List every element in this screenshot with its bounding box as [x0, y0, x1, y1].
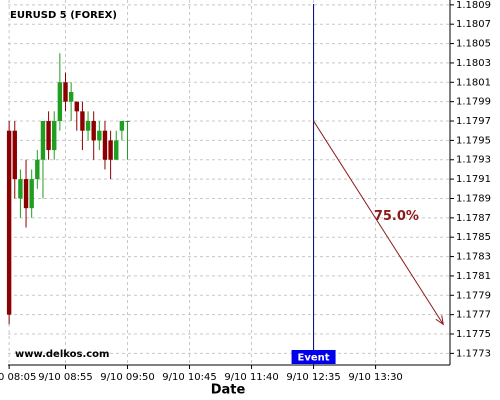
- y-tick-label: 1.1793: [456, 155, 491, 166]
- y-tick-label: 1.1791: [456, 174, 491, 185]
- forecast-arrow: [313, 120, 444, 325]
- candle-body: [63, 82, 68, 102]
- candle-body: [23, 179, 29, 209]
- y-tick-label: 1.1795: [456, 135, 491, 146]
- x-tick-label: 9/10 13:30: [348, 372, 402, 383]
- candle-body: [114, 140, 119, 160]
- x-tick-label: 9/10 08:05: [0, 372, 36, 383]
- y-tick-label: 1.1809: [456, 0, 491, 11]
- event-box: [291, 350, 336, 364]
- x-axis-title: Date: [211, 383, 246, 398]
- candle-body: [68, 91, 74, 102]
- candle-body: [85, 121, 91, 131]
- y-tick-label: 1.1773: [456, 348, 491, 359]
- y-tick-label: 1.1805: [456, 39, 491, 50]
- chart-title: EURUSD 5 (FOREX): [10, 10, 117, 21]
- y-tick-label: 1.1783: [456, 252, 491, 263]
- arrow-head: [435, 315, 444, 326]
- candle-body: [6, 130, 12, 315]
- y-tick-label: 1.1801: [456, 77, 491, 88]
- candle-body: [29, 179, 34, 209]
- candle-body: [119, 121, 125, 131]
- candle-body: [12, 130, 17, 180]
- x-tick-label: 9/10 09:50: [100, 372, 154, 383]
- candle-body: [108, 140, 113, 160]
- candle-body: [40, 121, 46, 160]
- y-tick-label: 1.1807: [456, 19, 491, 30]
- y-tick-label: 1.1799: [456, 97, 491, 108]
- y-tick-label: 1.1781: [456, 271, 491, 282]
- candle-body: [80, 111, 85, 131]
- y-tick-label: 1.1803: [456, 58, 491, 69]
- candle-body: [125, 121, 130, 123]
- y-tick-label: 1.1777: [456, 310, 491, 321]
- candle-body: [18, 179, 23, 199]
- forecast-label: 75.0%: [374, 209, 419, 224]
- candle-body: [52, 121, 57, 151]
- x-tick-label: 9/10 10:45: [162, 372, 216, 383]
- watermark: www.delkos.com: [15, 349, 109, 360]
- x-tick-label: 9/10 11:40: [224, 372, 278, 383]
- candle-body: [97, 130, 102, 141]
- y-tick-label: 1.1797: [456, 116, 491, 127]
- y-tick-label: 1.1785: [456, 232, 491, 243]
- x-tick-label: 9/10 12:35: [286, 372, 340, 383]
- y-tick-label: 1.1779: [456, 290, 491, 301]
- y-tick-label: 1.1775: [456, 329, 491, 340]
- candle-body: [91, 121, 96, 141]
- y-tick-label: 1.1789: [456, 193, 491, 204]
- candle-body: [57, 82, 63, 122]
- candle-body: [102, 130, 108, 160]
- candle-body: [35, 159, 40, 180]
- event-label: Event: [298, 353, 330, 364]
- x-tick-label: 9/10 08:55: [38, 372, 92, 383]
- candle-body: [46, 121, 51, 151]
- candle-body: [74, 101, 79, 112]
- y-tick-label: 1.1787: [456, 213, 491, 224]
